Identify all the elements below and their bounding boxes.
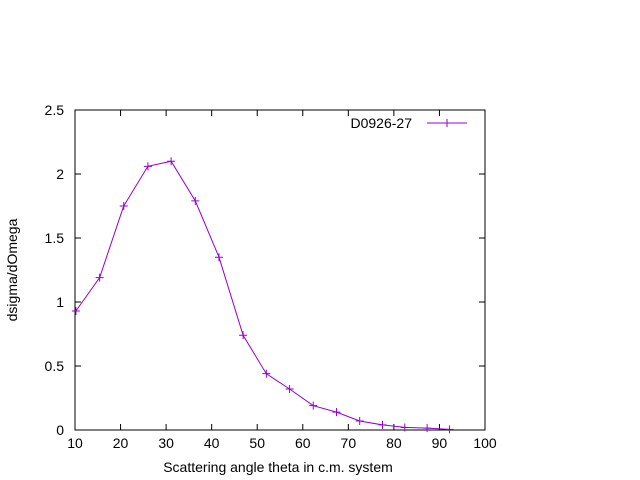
x-tick-label: 60 [295,435,311,451]
x-tick-label: 40 [204,435,220,451]
y-axis: 0 0.5 1 1.5 2 2.5 [45,102,485,438]
x-tick-label: 90 [432,435,448,451]
data-point [119,202,128,210]
y-tick-label: 2.5 [45,102,65,118]
series-line [75,160,450,430]
legend-label: D0926-27 [351,115,413,131]
data-point [378,420,387,429]
data-point [332,408,341,417]
data-point [309,401,318,410]
series-layer [71,157,454,434]
data-point [355,417,364,426]
y-tick-label: 1.5 [45,230,65,246]
y-tick-label: 1 [56,294,64,310]
x-axis-label: Scattering angle theta in c.m. system [163,459,393,475]
data-point [71,306,80,315]
x-tick-label: 30 [158,435,174,451]
y-tick-label: 2 [56,166,64,182]
plot-frame [74,109,486,431]
x-tick-label: 100 [473,435,497,451]
data-point [95,273,104,282]
y-axis-label: dsigma/dOmega [4,218,20,321]
x-axis: 10 20 30 40 50 60 70 80 90 100 [67,110,497,451]
data-point [167,157,176,166]
x-tick-label: 20 [113,435,129,451]
legend-marker [443,119,451,127]
data-point [400,423,409,432]
data-point [262,369,271,378]
data-point [239,331,248,340]
data-point [143,162,152,171]
data-point [214,253,223,262]
data-point [445,425,454,434]
data-point [191,196,200,205]
x-tick-label: 70 [341,435,357,451]
legend: D0926-27 [351,115,467,131]
x-tick-label: 80 [386,435,402,451]
data-point [285,385,294,394]
data-point [423,424,432,433]
x-tick-label: 50 [249,435,265,451]
x-tick-label: 10 [67,435,83,451]
y-tick-label: 0.5 [45,358,65,374]
y-tick-label: 0 [56,422,64,438]
